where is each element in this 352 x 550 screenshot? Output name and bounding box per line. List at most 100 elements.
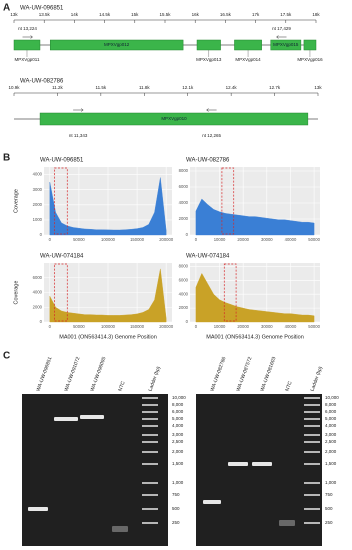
ladder-band bbox=[142, 463, 158, 465]
x-tick-label: 20000 bbox=[237, 324, 249, 329]
gene-label: MPXVgp010 bbox=[161, 116, 187, 121]
ladder-label: 2,500 bbox=[325, 439, 337, 444]
scale-label: 11.8k bbox=[139, 85, 150, 90]
ladder-band bbox=[304, 425, 320, 427]
y-tick-label: 0 bbox=[40, 232, 43, 237]
ladder-label: 3,000 bbox=[172, 432, 184, 437]
ladder-band bbox=[304, 508, 320, 510]
highlight-box bbox=[54, 167, 68, 235]
scale-label: 12.7k bbox=[269, 85, 281, 90]
ladder-label: 10,000 bbox=[325, 395, 339, 400]
gel-band bbox=[203, 500, 221, 504]
nt-marker: nt 13,224 bbox=[18, 26, 37, 31]
ladder-band bbox=[142, 451, 158, 453]
x-tick-label: 0 bbox=[195, 324, 198, 329]
ladder-label: 500 bbox=[172, 506, 180, 511]
scale-label: 12.1k bbox=[182, 85, 194, 90]
gel-band bbox=[112, 526, 128, 532]
x-tick-label: 40000 bbox=[285, 237, 297, 242]
ladder-band bbox=[142, 441, 158, 443]
ladder-band bbox=[304, 411, 320, 413]
gene bbox=[49, 39, 184, 51]
chart-title: WA-UW-074184 bbox=[40, 254, 84, 260]
y-tick-label: 4000 bbox=[179, 200, 189, 205]
y-tick-label: 4000 bbox=[179, 291, 189, 296]
gel-band bbox=[28, 507, 48, 511]
y-tick-label: 8000 bbox=[179, 264, 189, 269]
scale-label: 11.2k bbox=[52, 85, 63, 90]
y-tick-label: 6000 bbox=[33, 275, 43, 280]
x-tick-label: 10000 bbox=[214, 237, 226, 242]
x-tick-label: 150000 bbox=[130, 237, 145, 242]
x-tick-label: 200000 bbox=[159, 324, 174, 329]
highlight-box bbox=[223, 263, 237, 322]
lane-label: Ladder (bp) bbox=[147, 365, 162, 392]
y-tick-label: 2000 bbox=[33, 202, 43, 207]
x-tick-label: 200000 bbox=[159, 237, 174, 242]
ladder-band bbox=[304, 494, 320, 496]
coverage-area bbox=[49, 177, 167, 236]
scale-label: 13k bbox=[314, 85, 322, 90]
x-tick-label: 30000 bbox=[261, 324, 273, 329]
gel-band bbox=[279, 520, 295, 526]
nt-marker: nt 12,265 bbox=[202, 133, 221, 138]
ladder-band bbox=[304, 404, 320, 406]
ladder-band bbox=[304, 434, 320, 436]
x-tick-label: 50000 bbox=[73, 237, 85, 242]
ladder-band bbox=[142, 418, 158, 420]
y-axis-label: Coverage bbox=[13, 281, 19, 305]
ladder-label: 250 bbox=[172, 520, 180, 525]
scale-label: 17k bbox=[252, 12, 260, 17]
ladder-label: 1,000 bbox=[172, 480, 184, 485]
y-tick-label: 3000 bbox=[33, 187, 43, 192]
gene-label: MPXVgp012 bbox=[104, 42, 130, 47]
ladder-label: 1,000 bbox=[325, 480, 337, 485]
primer-arrow bbox=[22, 35, 33, 39]
chart-title: WA-UW-074184 bbox=[186, 254, 230, 260]
scale-label: 16k bbox=[192, 12, 200, 17]
panel-label: A bbox=[3, 3, 10, 14]
scale-label: 15k bbox=[131, 12, 139, 17]
ladder-label: 250 bbox=[325, 520, 333, 525]
scale-label: 18k bbox=[312, 12, 320, 17]
primer-arrow bbox=[206, 108, 217, 112]
gel-band bbox=[252, 462, 272, 466]
ladder-label: 1,500 bbox=[325, 461, 337, 466]
ladder-band bbox=[142, 425, 158, 427]
track-title: WA-UW-096851 bbox=[20, 6, 64, 12]
gel-band bbox=[228, 462, 248, 466]
ladder-label: 2,500 bbox=[172, 439, 184, 444]
ladder-band bbox=[142, 397, 158, 399]
lane-label: NTC bbox=[284, 380, 293, 392]
gel bbox=[196, 394, 322, 546]
gene bbox=[13, 39, 41, 51]
y-tick-label: 2000 bbox=[179, 216, 189, 221]
x-tick-label: 0 bbox=[49, 324, 52, 329]
x-tick-label: 100000 bbox=[101, 237, 116, 242]
x-tick-label: 10000 bbox=[214, 324, 226, 329]
ladder-band bbox=[142, 482, 158, 484]
y-tick-label: 2000 bbox=[179, 305, 189, 310]
ladder-band bbox=[304, 482, 320, 484]
gene bbox=[196, 39, 221, 51]
gene bbox=[270, 39, 302, 51]
scale-label: 12.4k bbox=[226, 85, 238, 90]
y-tick-label: 8000 bbox=[179, 168, 189, 173]
lane-label: WA-UW-091072 bbox=[63, 356, 81, 392]
ladder-band bbox=[304, 451, 320, 453]
x-tick-label: 50000 bbox=[308, 324, 320, 329]
ladder-label: 750 bbox=[172, 492, 180, 497]
ladder-label: 4,000 bbox=[172, 423, 184, 428]
coverage-area bbox=[195, 198, 315, 236]
y-tick-label: 0 bbox=[40, 319, 43, 324]
x-tick-label: 0 bbox=[49, 237, 52, 242]
scale-label: 14.5k bbox=[99, 12, 111, 17]
lane-label: WA-UW-096095 bbox=[89, 356, 107, 392]
track-title: WA-UW-082786 bbox=[20, 79, 64, 85]
gene bbox=[39, 112, 309, 126]
y-tick-label: 4000 bbox=[33, 290, 43, 295]
ladder-label: 2,000 bbox=[325, 449, 337, 454]
x-tick-label: 40000 bbox=[285, 324, 297, 329]
scale-label: 15.5k bbox=[159, 12, 171, 17]
ladder-label: 6,000 bbox=[172, 409, 184, 414]
